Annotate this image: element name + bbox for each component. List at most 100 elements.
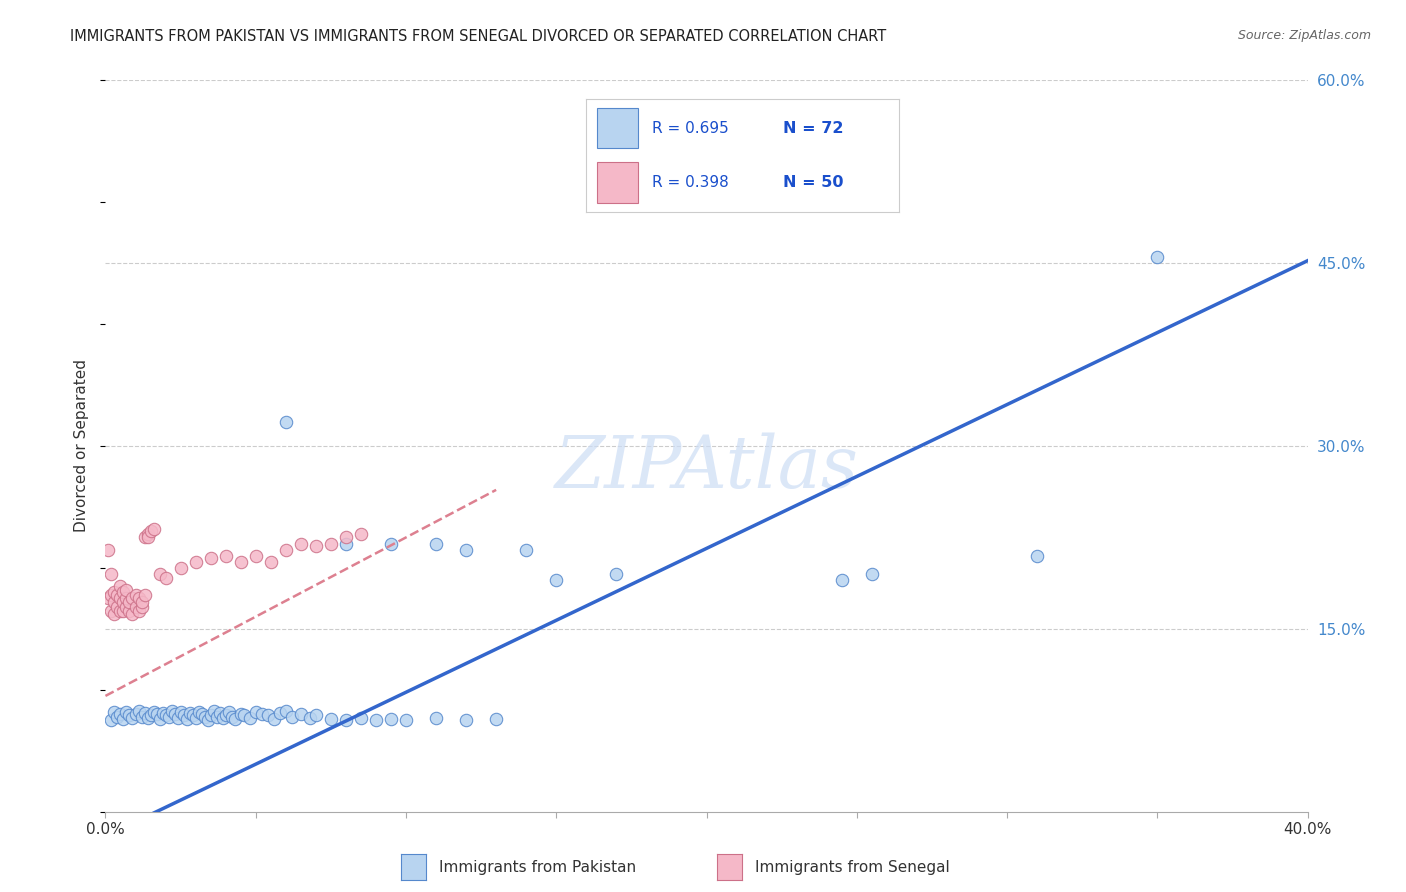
Point <box>200 708 222 723</box>
Point <box>214 549 236 563</box>
Point <box>155 708 177 723</box>
Point <box>250 707 273 722</box>
Point <box>118 708 141 723</box>
Point <box>121 607 143 622</box>
Point <box>281 709 304 723</box>
Point <box>454 714 477 728</box>
Text: Source: ZipAtlas.com: Source: ZipAtlas.com <box>1237 29 1371 42</box>
Point <box>121 711 143 725</box>
Point <box>103 585 125 599</box>
Point <box>197 714 219 728</box>
Point <box>290 707 312 722</box>
Point <box>152 706 174 720</box>
Point <box>145 707 167 722</box>
Point <box>274 542 297 557</box>
Point <box>425 711 447 725</box>
Point <box>1026 549 1049 563</box>
Point <box>103 705 125 719</box>
Point <box>245 549 267 563</box>
Point <box>131 709 153 723</box>
Point <box>269 706 291 720</box>
Point <box>335 536 357 550</box>
Point <box>110 707 132 722</box>
Point <box>173 708 195 723</box>
Point <box>160 704 183 718</box>
Point <box>221 709 243 723</box>
Point <box>256 708 278 723</box>
Point <box>148 567 170 582</box>
Point <box>163 707 186 722</box>
Point <box>305 539 328 553</box>
Point <box>110 591 132 606</box>
Point <box>103 607 125 622</box>
Point <box>194 709 217 723</box>
Point <box>136 711 159 725</box>
Point <box>380 536 402 550</box>
Point <box>112 603 135 617</box>
Point <box>546 573 568 587</box>
Point <box>148 712 170 726</box>
Point <box>298 711 321 725</box>
Point <box>319 712 342 726</box>
Point <box>224 712 246 726</box>
Point <box>112 595 135 609</box>
Point <box>100 603 122 617</box>
Point <box>605 567 627 582</box>
Point <box>831 573 853 587</box>
Point <box>107 599 129 614</box>
Text: Immigrants from Pakistan: Immigrants from Pakistan <box>439 860 636 874</box>
Point <box>380 712 402 726</box>
Point <box>155 571 177 585</box>
Point <box>200 551 222 566</box>
Point <box>208 706 231 720</box>
Point <box>205 709 228 723</box>
Point <box>134 530 156 544</box>
Point <box>118 595 141 609</box>
Point <box>139 524 162 539</box>
Point <box>157 709 180 723</box>
Point <box>169 705 191 719</box>
Point <box>176 712 198 726</box>
Point <box>485 712 508 726</box>
Point <box>134 706 156 720</box>
Point <box>110 579 132 593</box>
Point <box>274 704 297 718</box>
Point <box>211 711 233 725</box>
Point <box>229 555 252 569</box>
Point <box>142 522 165 536</box>
Point <box>115 582 138 597</box>
Point <box>142 705 165 719</box>
Point <box>179 706 201 720</box>
Point <box>335 530 357 544</box>
Point <box>128 591 150 606</box>
Point <box>305 708 328 723</box>
Point <box>115 591 138 606</box>
Point <box>124 599 146 614</box>
Text: ZIPAtlas: ZIPAtlas <box>554 433 859 503</box>
Point <box>136 526 159 541</box>
Point <box>860 567 883 582</box>
Point <box>319 536 342 550</box>
Point <box>263 712 285 726</box>
Point <box>115 599 138 614</box>
Point <box>515 542 537 557</box>
Point <box>1146 250 1168 264</box>
Point <box>103 595 125 609</box>
Point <box>184 555 207 569</box>
Point <box>350 526 373 541</box>
Point <box>214 708 236 723</box>
Point <box>229 707 252 722</box>
Point <box>290 536 312 550</box>
Point <box>232 708 254 723</box>
Point <box>107 709 129 723</box>
Point <box>124 588 146 602</box>
Point <box>350 711 373 725</box>
Point <box>128 704 150 718</box>
Point <box>134 588 156 602</box>
Point <box>425 536 447 550</box>
Point <box>245 705 267 719</box>
Point <box>169 561 191 575</box>
Point <box>100 714 122 728</box>
Point <box>97 591 120 606</box>
Point <box>335 714 357 728</box>
